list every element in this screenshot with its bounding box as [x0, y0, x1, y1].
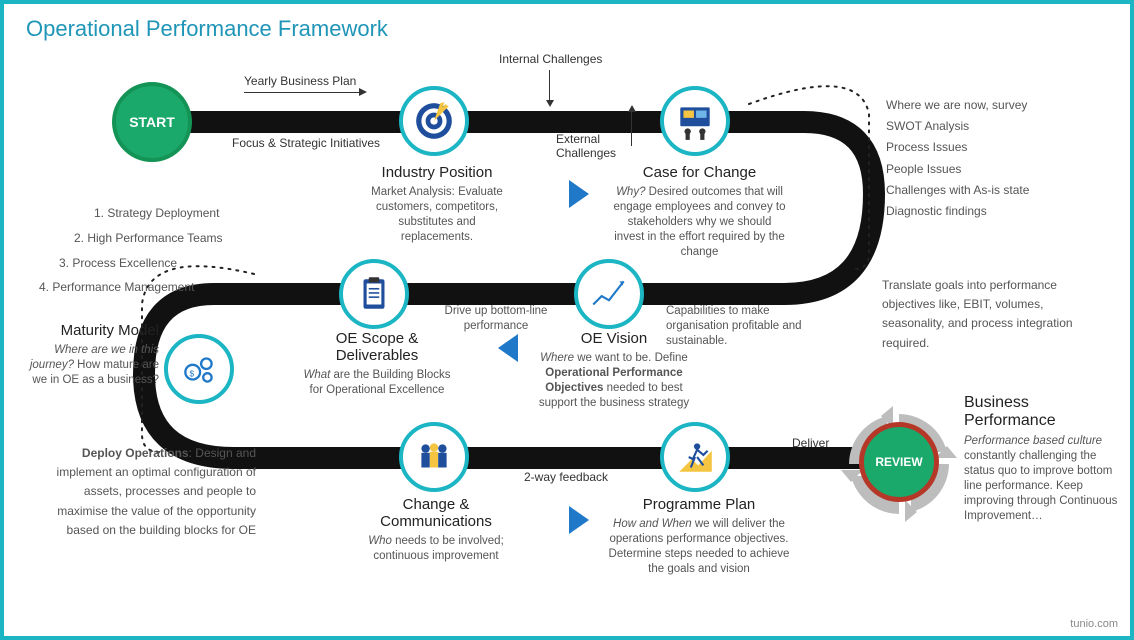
start-label: START: [129, 114, 175, 130]
bullet: Diagnostic findings: [886, 202, 1029, 221]
focus-label: Focus & Strategic Initiatives: [232, 136, 380, 150]
bullet: Where we are now, survey: [886, 96, 1029, 115]
scope-desc: What are the Building Blocks for Operati…: [302, 368, 452, 398]
change-desc: Who needs to be involved; continuous imp…: [346, 534, 526, 564]
case-for-change-node: [660, 86, 730, 156]
bullet: SWOT Analysis: [886, 117, 1029, 136]
left-bullets: 1. Strategy Deployment 2. High Performan…: [39, 202, 249, 301]
feedback-label: 2-way feedback: [524, 470, 608, 484]
industry-position-node: [399, 86, 469, 156]
oe-scope-node: [339, 259, 409, 329]
yearly-plan-label: Yearly Business Plan: [244, 74, 356, 88]
programme-desc: How and When we will deliver the operati…: [604, 517, 794, 577]
bullet: 4. Performance Management: [39, 276, 249, 299]
footer-text: tunio.com: [1070, 618, 1118, 630]
deliver-label: Deliver: [792, 436, 829, 450]
vision-desc: Where we want to be. Define Operational …: [534, 351, 694, 411]
start-node: START: [112, 82, 192, 162]
maturity-model-node: $: [164, 334, 234, 404]
page-title: Operational Performance Framework: [26, 16, 388, 42]
chart-up-icon: [588, 273, 630, 315]
industry-desc: Market Analysis: Evaluate customers, com…: [362, 185, 512, 245]
change-comms-node: [399, 422, 469, 492]
maturity-desc: Where are we in this journey? How mature…: [19, 343, 159, 388]
bullet: 2. High Performance Teams: [39, 227, 249, 250]
review-node: REVIEW: [859, 422, 939, 502]
bullet: Challenges with As-is state: [886, 181, 1029, 200]
internal-label: Internal Challenges: [499, 52, 602, 66]
flow-arrow-icon: [498, 334, 518, 362]
case-title: Case for Change: [612, 164, 787, 181]
right-bullets: Where we are now, survey SWOT Analysis P…: [886, 96, 1029, 223]
target-icon: [413, 100, 455, 142]
oe-vision-node: [574, 259, 644, 329]
external-label: External Challenges: [556, 132, 636, 160]
translate-goals-text: Translate goals into performance objecti…: [882, 276, 1107, 353]
programme-title: Programme Plan: [604, 496, 794, 513]
clipboard-icon: [353, 273, 395, 315]
bullet: People Issues: [886, 160, 1029, 179]
programme-plan-node: [660, 422, 730, 492]
case-desc: Why? Desired outcomes that will engage e…: [612, 185, 787, 260]
flow-arrow-icon: [569, 506, 589, 534]
maturity-title: Maturity Model: [19, 322, 159, 339]
flow-arrow-icon: [569, 180, 589, 208]
leap-icon: [674, 436, 716, 478]
presentation-icon: [674, 100, 716, 142]
capabilities-label: Capabilities to make organisation profit…: [666, 304, 826, 349]
change-title: Change & Communications: [346, 496, 526, 530]
gears-icon: $: [178, 348, 220, 390]
business-desc: Performance based culture constantly cha…: [964, 434, 1119, 524]
svg-text:$: $: [190, 368, 195, 378]
deploy-text: Deploy Operations: Design and implement …: [46, 444, 256, 540]
scope-title: OE Scope & Deliverables: [302, 330, 452, 364]
driveup-label: Drive up bottom-line performance: [436, 304, 556, 334]
industry-title: Industry Position: [362, 164, 512, 181]
bullet: Process Issues: [886, 138, 1029, 157]
people-icon: [413, 436, 455, 478]
business-title: Business Performance: [964, 394, 1119, 430]
bullet: 3. Process Excellence: [39, 252, 249, 275]
bullet: 1. Strategy Deployment: [39, 202, 249, 225]
review-label: REVIEW: [875, 455, 922, 469]
